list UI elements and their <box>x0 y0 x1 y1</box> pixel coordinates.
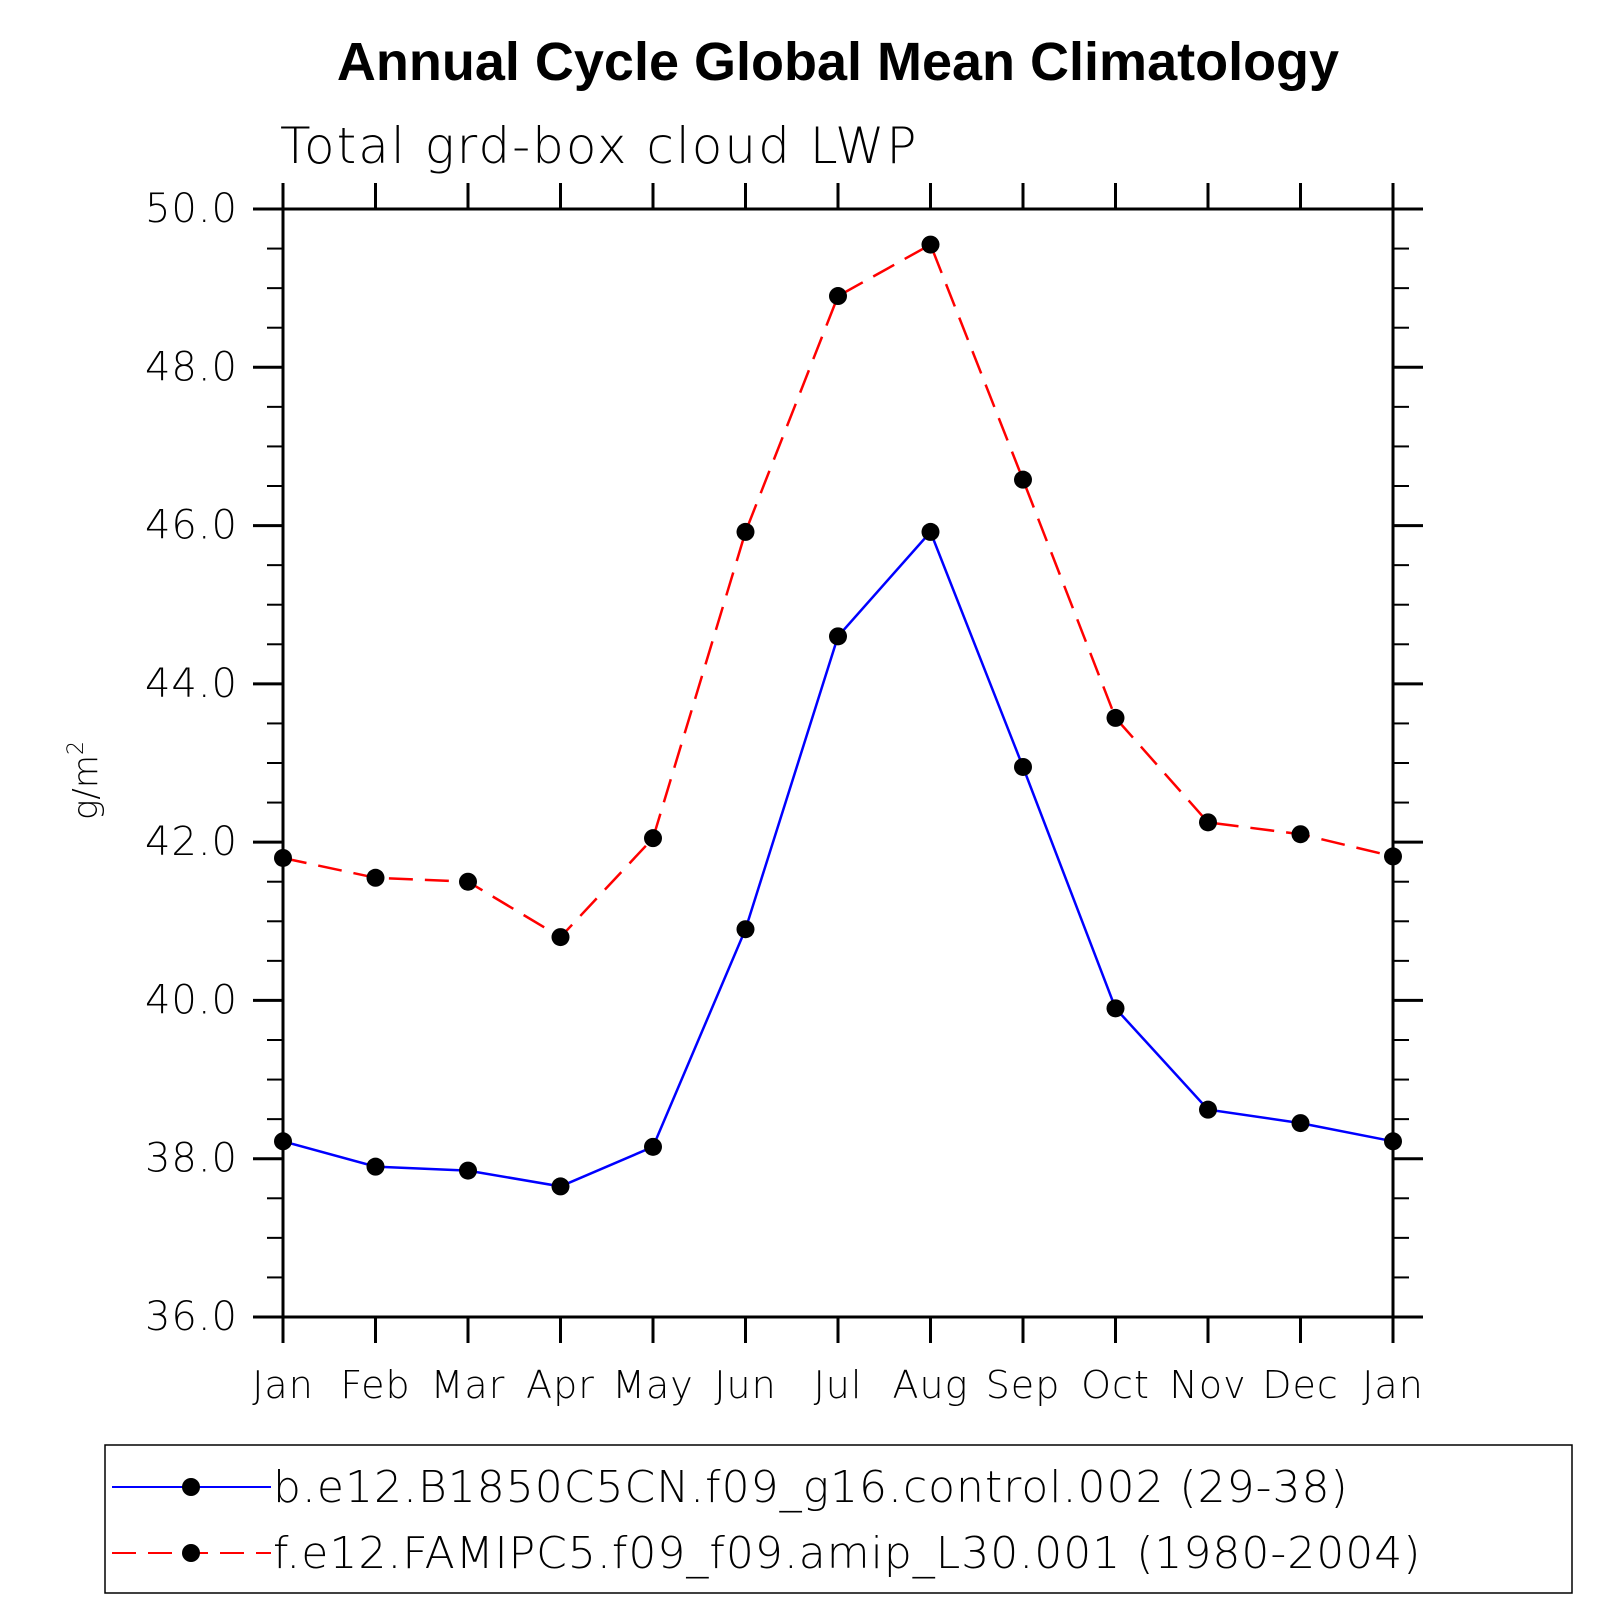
y-tick-label: 40.0 <box>145 977 238 1023</box>
x-tick-label: Oct <box>1081 1363 1150 1407</box>
data-point-series-1 <box>1106 999 1125 1018</box>
data-point-series-2 <box>1106 708 1125 727</box>
x-tick-label: Aug <box>893 1363 969 1407</box>
data-point-series-2 <box>1291 825 1310 844</box>
x-tick-label: Jun <box>714 1363 776 1407</box>
x-tick-label: Sep <box>986 1363 1061 1407</box>
legend-marker-1 <box>182 1478 200 1496</box>
x-tick-label: May <box>612 1363 694 1407</box>
y-tick-label: 42.0 <box>145 819 238 865</box>
data-point-series-1 <box>1384 1132 1402 1151</box>
data-point-series-1 <box>1014 757 1032 776</box>
legend-label-1: b.e12.B1850C5CN.f09_g16.control.002 (29-… <box>273 1462 1349 1513</box>
series-points <box>274 235 1402 1196</box>
data-point-series-2 <box>459 872 477 891</box>
legend-box <box>104 1444 1573 1594</box>
axis-ticks <box>253 183 1423 1343</box>
y-tick-label: 36.0 <box>145 1294 238 1340</box>
data-point-series-2 <box>274 848 292 867</box>
data-point-series-1 <box>459 1161 477 1180</box>
x-tick-label: Apr <box>526 1363 595 1407</box>
x-tick-label: Dec <box>1262 1363 1339 1407</box>
chart-title: Annual Cycle Global Mean Climatology <box>337 32 1339 92</box>
series-lines <box>282 242 1394 1188</box>
chart-subtitle: Total grd-box cloud LWP <box>280 117 919 175</box>
data-point-series-2 <box>366 868 385 887</box>
x-tick-label: Jan <box>252 1363 314 1407</box>
data-point-series-2 <box>644 829 662 848</box>
data-point-series-1 <box>366 1157 385 1176</box>
data-point-series-1 <box>829 627 847 646</box>
data-point-series-1 <box>736 920 755 939</box>
data-point-series-2 <box>736 522 755 541</box>
legend-entry-1: b.e12.B1850C5CN.f09_g16.control.002 (29-… <box>112 1462 1349 1513</box>
legend-entry-2: f.e12.FAMIPC5.f09_f09.amip_L30.001 (1980… <box>112 1528 1421 1579</box>
data-point-series-2 <box>1199 813 1217 832</box>
data-point-series-1 <box>921 522 940 541</box>
x-tick-label: Nov <box>1169 1363 1246 1407</box>
y-tick-label: 38.0 <box>145 1136 238 1182</box>
data-point-series-1 <box>551 1177 570 1196</box>
x-tick-label: Mar <box>431 1363 506 1407</box>
x-tick-labels: Jan Feb Mar Apr May Jun Jul Aug Sep Oct Nov Dec Jan <box>252 1363 1424 1407</box>
x-tick-label: Feb <box>340 1363 410 1407</box>
y-axis-label: g/m2 <box>64 741 106 820</box>
legend-label-2: f.e12.FAMIPC5.f09_f09.amip_L30.001 (1980… <box>273 1528 1421 1579</box>
y-tick-label: 50.0 <box>145 186 238 232</box>
data-point-series-2 <box>1384 847 1402 866</box>
data-point-series-1 <box>1199 1100 1217 1119</box>
data-point-series-2 <box>829 287 847 306</box>
data-point-series-2 <box>1014 470 1032 489</box>
y-tick-label: 44.0 <box>145 661 238 707</box>
data-point-series-2 <box>551 928 570 947</box>
x-tick-label: Jul <box>814 1363 863 1407</box>
y-tick-label: 46.0 <box>145 503 238 549</box>
plot-frame <box>281 207 1395 1319</box>
y-tick-label: 48.0 <box>145 344 238 390</box>
legend-marker-2 <box>182 1544 200 1562</box>
plot-area: 36.0 38.0 40.0 42.0 44.0 46.0 48.0 50.0 Jan Feb M… <box>145 183 1424 1407</box>
x-tick-label: Jan <box>1362 1363 1424 1407</box>
data-point-series-1 <box>644 1137 662 1156</box>
data-point-series-2 <box>921 235 940 254</box>
data-point-series-1 <box>1291 1114 1310 1133</box>
series-line-2 <box>282 242 1394 939</box>
y-tick-labels: 36.0 38.0 40.0 42.0 44.0 46.0 48.0 50.0 <box>145 186 238 1340</box>
legend: b.e12.B1850C5CN.f09_g16.control.002 (29-… <box>104 1444 1573 1594</box>
data-point-series-1 <box>274 1132 292 1151</box>
